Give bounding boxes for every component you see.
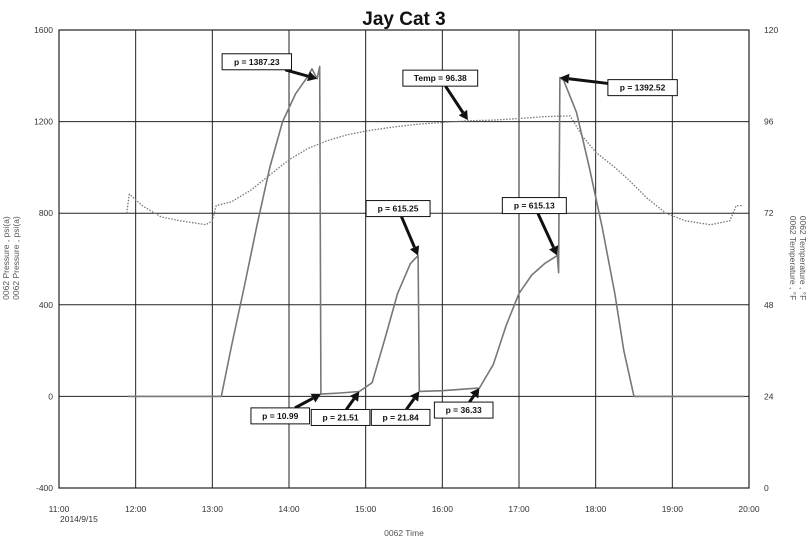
x-tick-label: 20:00 [738, 504, 760, 514]
annotation-box [370, 408, 431, 426]
x-tick-label: 18:00 [585, 504, 607, 514]
annotation: p = 1392.52 [559, 73, 678, 97]
annotation-label: p = 10.99 [262, 411, 298, 421]
x-tick-label: 15:00 [355, 504, 377, 514]
x-tick-label: 16:00 [432, 504, 454, 514]
annotation-label: p = 615.13 [514, 201, 555, 211]
annotation-box [501, 197, 567, 215]
series-layer [126, 65, 744, 398]
annotation-arrow-head [310, 393, 321, 403]
annotation-arrow-shaft [444, 85, 465, 114]
left-y-tick-label: 1200 [34, 117, 53, 127]
annotation: Temp = 96.38 [402, 69, 479, 121]
x-axis-ticks: 11:00 12:00 13:00 14:00 15:00 16:00 17:00 18:00… [49, 504, 760, 514]
x-tick-label: 12:00 [125, 504, 147, 514]
left-y-tick-label: -400 [36, 483, 53, 493]
annotation-box [433, 401, 494, 419]
left-y-tick-label: 800 [39, 208, 53, 218]
annotation-arrow-head [470, 388, 480, 399]
right-y-tick-label: 24 [764, 391, 774, 401]
annotation-box [607, 79, 678, 97]
annotation-arrow-head [349, 391, 360, 402]
annotation-arrow-shaft [294, 396, 314, 410]
plot-area-frame [58, 29, 750, 489]
temperature-series-line [126, 115, 743, 226]
annotation: p = 21.51 [310, 391, 371, 426]
x-tick-label: 11:00 [49, 504, 70, 514]
annotation-box [310, 408, 371, 426]
x-tick-label: 17:00 [508, 504, 530, 514]
pressure-series-line [128, 65, 744, 398]
right-axis-label-1: 0062 Temperature , °F [788, 216, 798, 301]
right-y-tick-label: 120 [764, 25, 778, 35]
left-y-tick-label: 0 [48, 391, 53, 401]
chart-title: Jay Cat 3 [362, 9, 445, 30]
annotation-label: p = 36.33 [446, 405, 482, 415]
right-y-tick-label: 48 [764, 300, 774, 310]
annotation: p = 1387.23 [221, 53, 318, 82]
annotation-box [365, 200, 431, 218]
annotation-arrow-head [307, 71, 318, 82]
left-y-tick-label: 400 [39, 300, 53, 310]
x-tick-label: 14:00 [278, 504, 300, 514]
annotation-arrow-shaft [400, 215, 416, 248]
x-axis-date-label: 2014/9/15 [60, 514, 98, 524]
right-y-tick-label: 72 [764, 208, 774, 218]
left-axis-label-2: 0062 Pressure , psi(a) [11, 216, 21, 300]
right-y-tick-label: 0 [764, 483, 769, 493]
annotation: p = 36.33 [433, 388, 494, 419]
annotation-arrow-head [458, 109, 468, 121]
annotations-layer: p = 1387.23 Temp = 96.38 p = 1392.52 p = 61… [221, 53, 678, 426]
annotation-label: Temp = 96.38 [414, 73, 467, 83]
annotation-box [221, 53, 293, 71]
annotation-box [250, 407, 311, 425]
annotation-label: p = 21.84 [383, 412, 419, 422]
annotation-label: p = 1387.23 [234, 57, 280, 67]
annotation-arrow-shaft [568, 77, 609, 85]
annotation-arrow-shaft [468, 394, 476, 403]
left-axis-label-1: 0062 Pressure , psi(a) [1, 216, 11, 300]
annotation-label: p = 615.25 [378, 204, 419, 214]
right-axis-label-2: 0062 Temperature , °F [798, 216, 808, 301]
annotation-arrow-shaft [405, 397, 416, 411]
annotation-label: p = 1392.52 [620, 83, 666, 93]
annotation-arrow-head [559, 73, 570, 84]
annotation-arrow-head [549, 245, 559, 256]
annotation-label: p = 21.51 [322, 412, 358, 422]
annotation: p = 615.25 [365, 200, 431, 256]
annotation-arrow-head [410, 391, 420, 402]
right-y-tick-label: 96 [764, 117, 774, 127]
annotation-arrow-shaft [536, 212, 555, 249]
annotation: p = 10.99 [250, 393, 321, 425]
annotation: p = 615.13 [501, 197, 567, 256]
x-tick-label: 19:00 [662, 504, 684, 514]
right-axis-ticks: 120 96 72 48 24 0 [764, 25, 778, 493]
x-tick-label: 13:00 [202, 504, 224, 514]
annotation-arrow-shaft [284, 68, 309, 78]
annotation-arrow-shaft [345, 397, 356, 411]
annotation-box [402, 69, 479, 87]
left-y-tick-label: 1600 [34, 25, 53, 35]
annotation: p = 21.84 [370, 391, 431, 426]
annotation-arrow-head [409, 245, 420, 256]
left-axis-ticks: 1600 1200 800 400 0 -400 [34, 25, 53, 493]
x-axis-label: 0062 Time [384, 528, 424, 538]
